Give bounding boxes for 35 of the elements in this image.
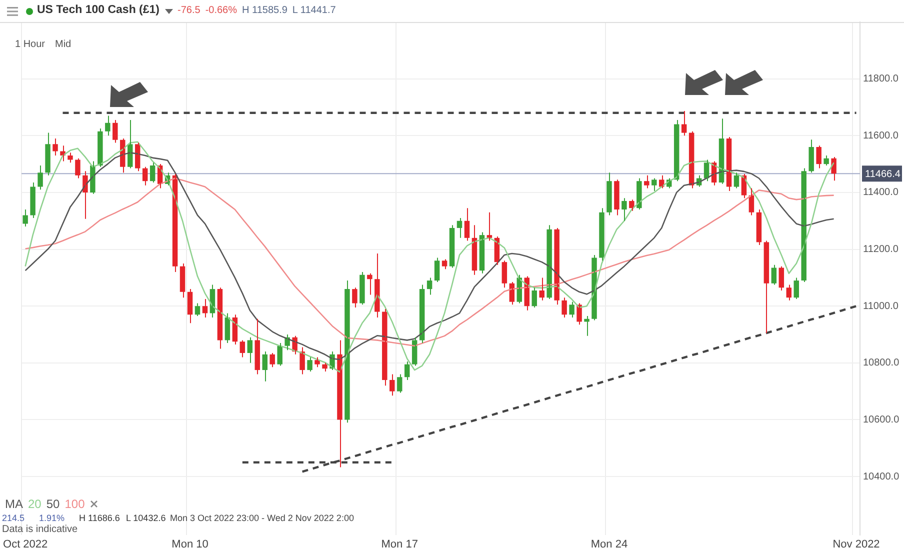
annotation: 1.91% (39, 513, 65, 523)
y-tick-label: 11400.0 (863, 187, 899, 198)
text: 50 (46, 497, 60, 511)
candlestick (644, 174, 650, 189)
y-tick-label: 10400.0 (863, 471, 900, 482)
annotation: L 10432.6 (126, 513, 166, 523)
y-tick-label: 10600.0 (863, 414, 900, 426)
annotation: Mid (55, 39, 72, 50)
y-tick-label: 11600.0 (863, 130, 899, 142)
y-tick-label: 11200.0 (863, 244, 899, 256)
text: L 11441.7 (292, 5, 336, 16)
annotation: 214.5 (2, 513, 25, 523)
candlestick (68, 152, 73, 164)
text: -0.66% (205, 5, 237, 16)
text: -76.5 (178, 5, 200, 16)
annotation: 1 Hour (15, 39, 46, 50)
x-tick-label: Mon 24 (590, 538, 628, 550)
ref-line-label: 11466.4 (865, 168, 901, 180)
candlestick (652, 178, 657, 192)
x-tick-label: Oct 2022 (3, 538, 48, 550)
y-tick-label: 11000.0 (863, 300, 899, 312)
x-tick-label: Mon 10 (172, 538, 208, 550)
annotation: H 11686.6 (79, 513, 120, 523)
y-tick-label: 10800.0 (863, 358, 900, 369)
text: 100 (64, 497, 85, 511)
x-tick-label: Nov 2022 (832, 538, 880, 550)
x-tick-label: Mon 17 (381, 538, 418, 550)
legend-title: MA (5, 497, 23, 511)
text: 20 (28, 497, 42, 511)
annotation: Mon 3 Oct 2022 23:00 - Wed 2 Nov 2022 2:00 (170, 513, 354, 523)
chart-title: US Tech 100 Cash (£1) (37, 4, 160, 16)
annotation: Data is indicative (2, 524, 78, 535)
y-tick-label: 11800.0 (863, 74, 899, 85)
text: H 11585.9 (242, 5, 288, 16)
candlestick (52, 138, 58, 156)
